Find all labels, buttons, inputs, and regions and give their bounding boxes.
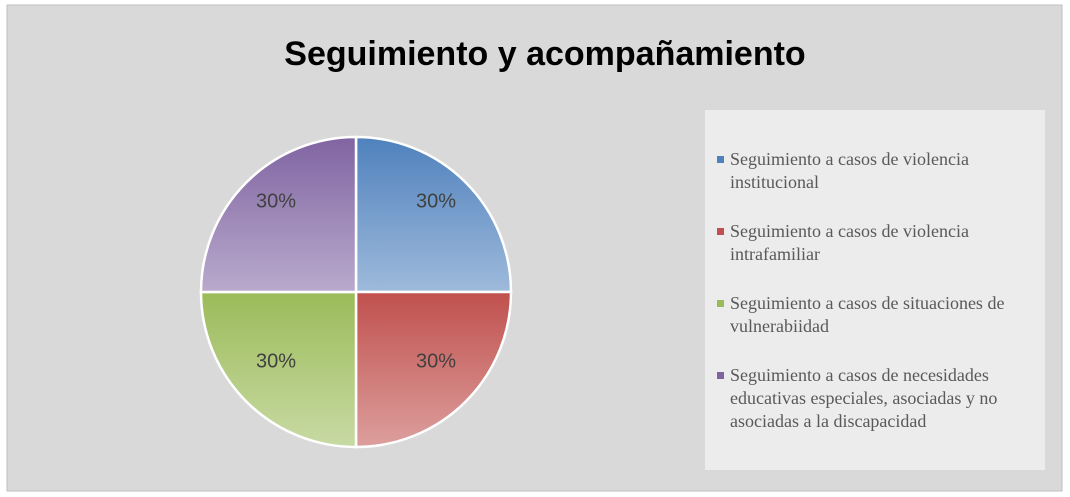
legend-label: Seguimiento a casos de situaciones de vu…	[730, 293, 1005, 336]
legend-entry: Seguimiento a casos de necesidades educa…	[717, 364, 1035, 433]
legend-swatch	[717, 300, 724, 307]
legend-entry: Seguimiento a casos de violencia intrafa…	[717, 220, 1035, 266]
chart-title: Seguimiento y acompañamiento	[284, 35, 805, 73]
pie-slice	[354, 290, 513, 449]
data-label: 30%	[256, 190, 296, 212]
legend-label: Seguimiento a casos de violencia institu…	[730, 149, 969, 192]
legend-label: Seguimiento a casos de necesidades educa…	[730, 365, 998, 431]
pie-slice	[354, 135, 513, 294]
legend-swatch	[717, 372, 724, 379]
data-label: 30%	[256, 350, 296, 372]
legend-swatch	[717, 156, 724, 163]
pie-slice	[199, 290, 358, 449]
legend-label: Seguimiento a casos de violencia intrafa…	[730, 221, 969, 264]
data-label: 30%	[416, 350, 456, 372]
legend-entry: Seguimiento a casos de violencia institu…	[717, 148, 1035, 194]
legend-swatch	[717, 228, 724, 235]
legend-entry: Seguimiento a casos de situaciones de vu…	[717, 292, 1035, 338]
legend: Seguimiento a casos de violencia institu…	[705, 110, 1045, 470]
pie: 30% 30% 30% 30%	[199, 135, 513, 449]
pie-slice	[199, 135, 358, 294]
data-label: 30%	[416, 190, 456, 212]
